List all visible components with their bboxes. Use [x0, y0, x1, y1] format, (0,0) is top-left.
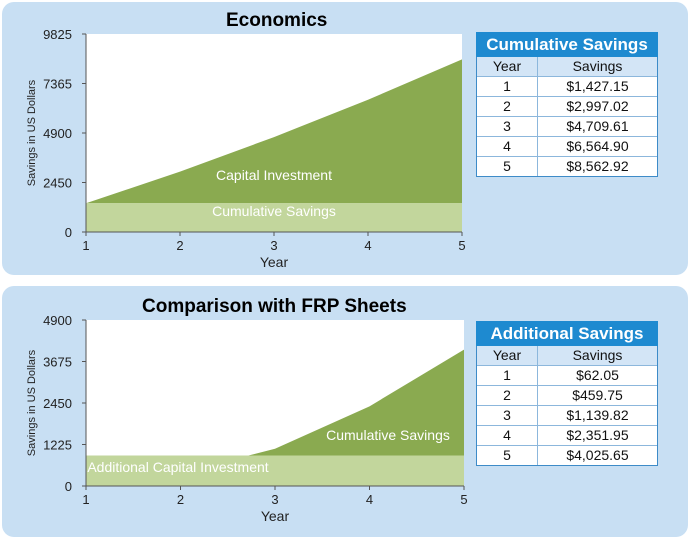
y-tick-label: 2450 [43, 176, 72, 191]
comparison-chart: 0 1225 2450 3675 4900 1 2 3 4 5 Year Savings in US … [26, 313, 468, 524]
chart-title: Economics [226, 10, 328, 31]
table-row: 2 $2,997.02 [477, 96, 657, 116]
year-cell: 5 [477, 157, 538, 176]
series-label: Cumulative Savings [212, 203, 336, 219]
year-cell: 1 [477, 77, 538, 96]
savings-cell: $62.05 [576, 367, 619, 383]
x-tick-label: 1 [82, 238, 89, 253]
x-axis-label: Year [261, 508, 290, 524]
savings-cell: $459.75 [572, 387, 623, 403]
capital-investment-area [86, 203, 462, 232]
table-grid: Year Savings 1 $62.05 2 $459.75 3 $1,139.82 4 $2,… [476, 346, 658, 466]
series-label: Additional Capital Investment [87, 459, 268, 475]
table-row: 5 $8,562.92 [477, 156, 657, 176]
year-cell: 4 [477, 137, 538, 156]
year-cell: 2 [477, 97, 538, 116]
year-cell: 3 [477, 117, 538, 136]
cumulative-savings-area [86, 349, 464, 456]
table-header-row: Year Savings [477, 346, 657, 365]
savings-cell: $1,139.82 [566, 407, 629, 423]
table-row: 3 $1,139.82 [477, 405, 657, 425]
table-row: 1 $62.05 [477, 365, 657, 385]
table-row: 1 $1,427.15 [477, 76, 657, 96]
table-row: 4 $6,564.90 [477, 136, 657, 156]
y-tick-label: 7365 [43, 77, 72, 92]
savings-cell: $2,997.02 [566, 98, 629, 114]
y-tick-label: 4900 [43, 126, 72, 141]
y-tick-label: 1225 [43, 438, 72, 453]
comparison-panel: Comparison with FRP Sheets 0 1225 2450 3675… [2, 286, 688, 537]
table-title: Additional Savings [476, 321, 658, 346]
savings-cell: $4,709.61 [566, 118, 629, 134]
table-title: Cumulative Savings [476, 32, 658, 57]
column-header: Savings [572, 347, 623, 363]
additional-savings-table: Additional Savings Year Savings 1 $62.05 2 $4… [476, 321, 658, 466]
series-label: Cumulative Savings [326, 427, 450, 443]
x-tick-label: 2 [177, 492, 184, 507]
column-header: Year [477, 57, 538, 76]
x-tick-label: 2 [176, 238, 183, 253]
year-cell: 5 [477, 446, 538, 465]
y-axis-label: Savings in US Dollars [26, 79, 38, 186]
savings-cell: $2,351.95 [566, 427, 629, 443]
table-row: 5 $4,025.65 [477, 445, 657, 465]
x-tick-label: 5 [458, 238, 465, 253]
x-axis-label: Year [260, 254, 289, 270]
y-tick-label: 2450 [43, 396, 72, 411]
x-tick-label: 3 [270, 238, 277, 253]
x-tick-label: 1 [82, 492, 89, 507]
table-grid: Year Savings 1 $1,427.15 2 $2,997.02 3 $4,709.6… [476, 57, 658, 177]
table-header-row: Year Savings [477, 57, 657, 76]
economics-panel: Economics 0 2450 4900 7365 9825 1 2 3 4 5 Year Savi… [2, 2, 688, 275]
y-axis-label: Savings in US Dollars [26, 349, 38, 456]
chart-title: Comparison with FRP Sheets [142, 296, 407, 317]
y-tick-label: 3675 [43, 355, 72, 370]
x-tick-label: 4 [366, 492, 373, 507]
year-cell: 4 [477, 426, 538, 445]
table-row: 4 $2,351.95 [477, 425, 657, 445]
savings-cell: $8,562.92 [566, 158, 629, 174]
cumulative-savings-area [86, 59, 462, 204]
capital-investment-area [86, 455, 464, 486]
x-tick-label: 5 [460, 492, 467, 507]
column-header: Year [477, 346, 538, 365]
y-tick-label: 0 [65, 479, 72, 494]
savings-cell: $1,427.15 [566, 78, 629, 94]
cumulative-savings-table: Cumulative Savings Year Savings 1 $1,427.15… [476, 32, 658, 177]
savings-cell: $6,564.90 [566, 138, 629, 154]
y-tick-label: 0 [65, 225, 72, 240]
y-tick-label: 9825 [43, 27, 72, 42]
economics-chart: 0 2450 4900 7365 9825 1 2 3 4 5 Year Savings in US … [26, 27, 466, 270]
column-header: Savings [572, 58, 623, 74]
year-cell: 2 [477, 386, 538, 405]
year-cell: 3 [477, 406, 538, 425]
savings-cell: $4,025.65 [566, 447, 629, 463]
table-row: 2 $459.75 [477, 385, 657, 405]
year-cell: 1 [477, 366, 538, 385]
series-label: Capital Investment [216, 167, 332, 183]
x-tick-label: 4 [364, 238, 371, 253]
x-tick-label: 3 [271, 492, 278, 507]
y-tick-label: 4900 [43, 313, 72, 328]
table-row: 3 $4,709.61 [477, 116, 657, 136]
